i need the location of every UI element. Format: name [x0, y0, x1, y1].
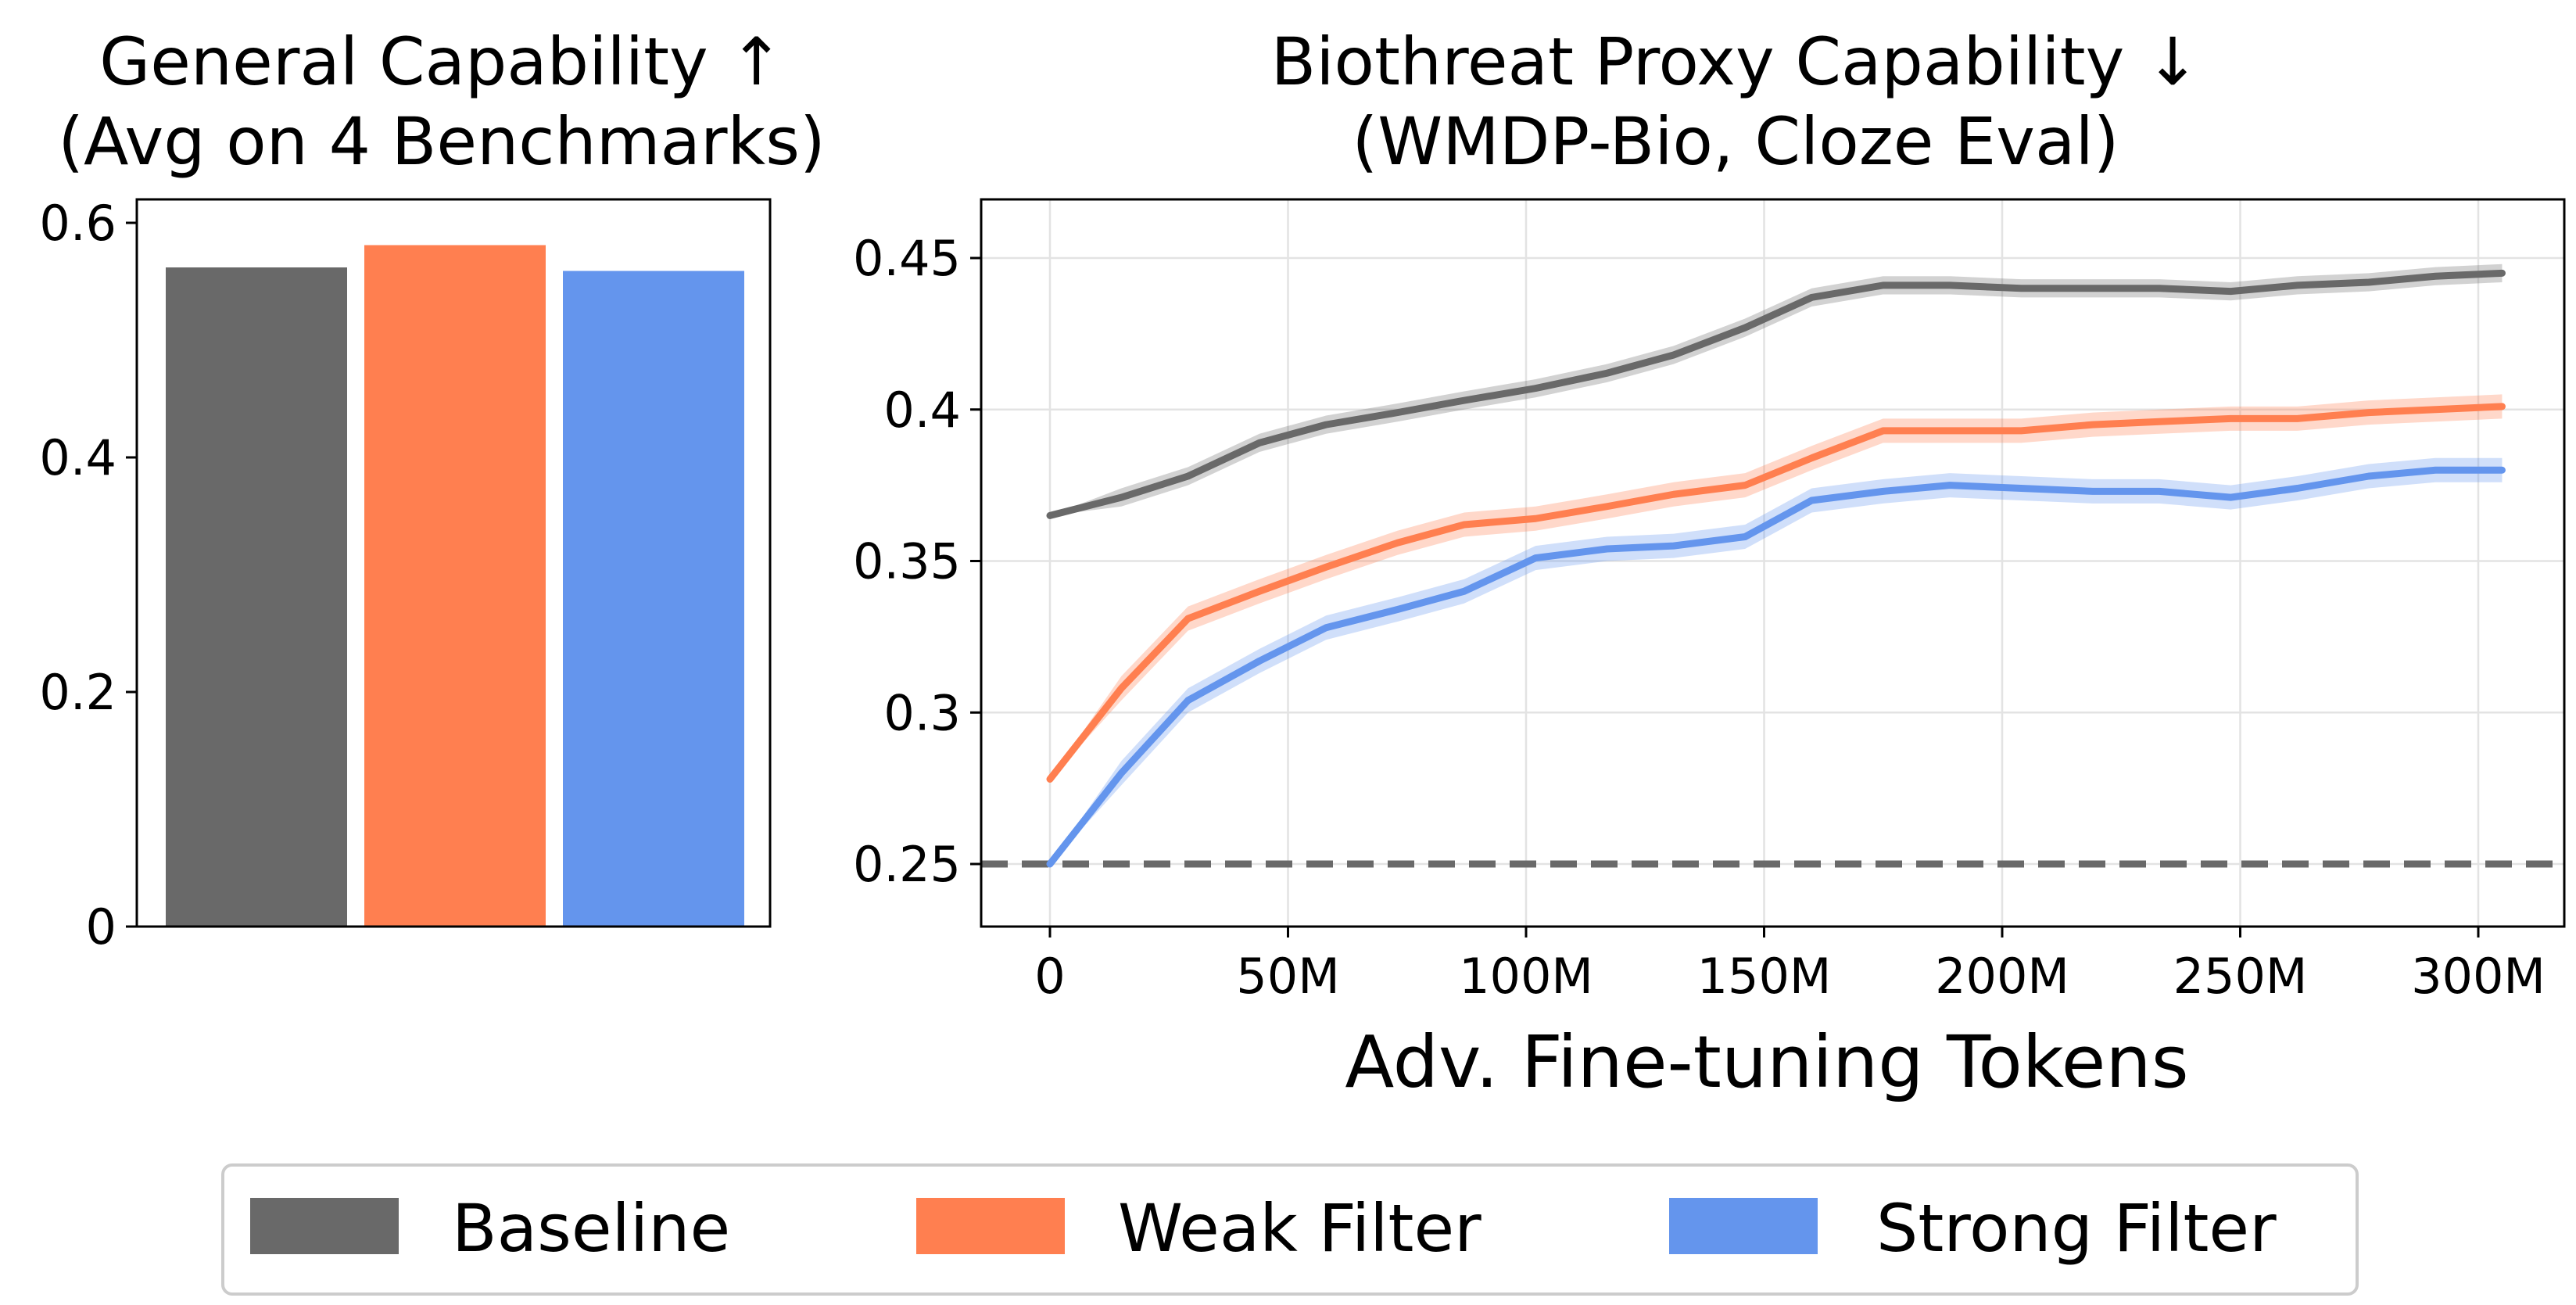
- line-xtick-label: 250M: [2173, 948, 2308, 1005]
- legend-swatch-weak-filter: [916, 1198, 1065, 1254]
- line-chart-title: Biothreat Proxy Capability ↓: [1271, 23, 2201, 100]
- line-chart-subtitle: (WMDP-Bio, Cloze Eval): [1352, 103, 2119, 180]
- line-weak-filter: [1046, 403, 2506, 783]
- bar-chart-subtitle: (Avg on 4 Benchmarks): [58, 103, 826, 180]
- bar-ytick-label: 0.6: [39, 195, 116, 252]
- line-baseline: [1046, 269, 2506, 519]
- line-xtick-label: 100M: [1459, 948, 1593, 1005]
- line-ytick-label: 0.35: [853, 533, 961, 590]
- bar-ytick-label: 0.4: [39, 429, 116, 486]
- legend-swatch-strong-filter: [1669, 1198, 1818, 1254]
- bar-chart: 0 0.2 0.4 0.6: [39, 195, 772, 955]
- bar-chart-title: General Capability ↑: [99, 23, 784, 100]
- bar-ytick-label: 0.2: [39, 664, 116, 721]
- bar-chart-frame: [135, 198, 772, 928]
- legend-swatch-baseline: [250, 1198, 399, 1254]
- bar-weak-filter: [364, 245, 546, 927]
- bar-ytick-label: 0: [86, 898, 116, 955]
- legend-label-baseline: Baseline: [452, 1190, 730, 1267]
- bar-strong-filter: [563, 271, 744, 927]
- line-xtick-label: 0: [1034, 948, 1065, 1005]
- legend-label-strong-filter: Strong Filter: [1876, 1190, 2277, 1267]
- line-ytick-label: 0.3: [883, 684, 961, 741]
- line-xtick-label: 150M: [1697, 948, 1832, 1005]
- bar-baseline: [166, 267, 347, 927]
- line-chart-frame: [980, 198, 2566, 928]
- line-ytick-label: 0.45: [853, 230, 961, 287]
- line-xtick-label: 300M: [2411, 948, 2546, 1005]
- legend: Baseline Weak Filter Strong Filter: [221, 1163, 2359, 1296]
- line-xtick-label: 200M: [1935, 948, 2069, 1005]
- legend-box: [221, 1163, 2359, 1296]
- line-chart-xlabel: Adv. Fine-tuning Tokens: [1345, 1020, 2188, 1104]
- line-ytick-label: 0.4: [883, 382, 961, 439]
- line-ytick-label: 0.25: [853, 836, 961, 893]
- legend-label-weak-filter: Weak Filter: [1118, 1190, 1481, 1267]
- line-strong-filter: [1046, 466, 2506, 868]
- line-chart: 0 50M 100M 150M 200M 250M 300M 0.25 0.3 0.35 0.4 0.…: [853, 198, 2566, 1005]
- line-xtick-label: 50M: [1236, 948, 1339, 1005]
